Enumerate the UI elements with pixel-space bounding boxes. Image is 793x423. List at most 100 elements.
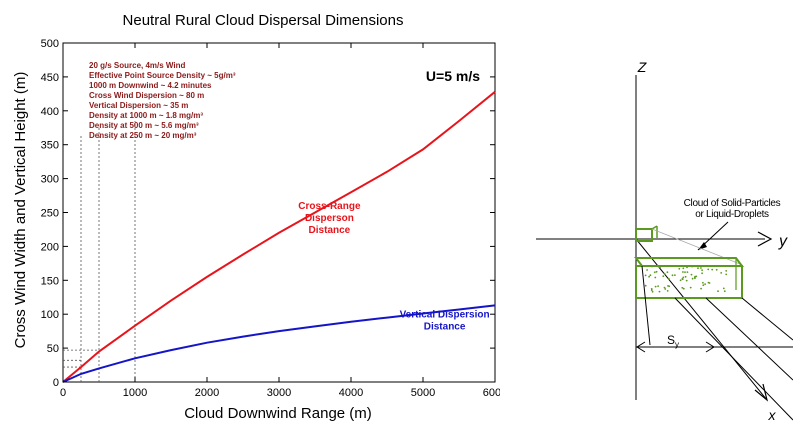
particle-dot [667,277,670,280]
y-tick-label: 200 [41,241,59,253]
annotation-line: Density at 500 m ~ 5.6 mg/m³ [89,121,199,130]
y-axis-glyph: y [778,233,788,250]
y-axis-arrow [757,231,773,247]
cloud-box-front [635,265,743,299]
particle-dot [701,269,703,271]
particle-dot [663,286,666,289]
cloud-diagram: Z y x Cloud of Solid-Particles or Liquid… [536,59,793,423]
particle-dot [681,278,684,280]
annotation-line: 1000 m Downwind ~ 4.2 minutes [89,81,212,90]
series-label-1: Distance [424,322,466,333]
particle-dot [690,273,693,276]
particle-dot [682,267,685,270]
sy-label: Sy [667,333,679,349]
particle-dot [651,265,653,268]
particle-dot [700,267,702,269]
perspective-line-4 [705,297,793,381]
particle-dot [686,266,688,269]
y-tick-label: 500 [41,38,59,50]
x-tick-label: 5000 [411,387,435,399]
series-line-1 [62,304,496,383]
annotation-line: Effective Point Source Density ~ 5g/m³ [89,71,236,80]
particle-dot [702,284,705,287]
particle-dot [695,275,698,278]
y-tick-label: 350 [41,140,59,152]
source-box [635,228,653,242]
particle-dot [644,274,647,277]
particle-dot [653,271,656,274]
cloud-label-line-1: Cloud of Solid-Particles [684,198,781,209]
x-axis-label: Cloud Downwind Range (m) [184,405,372,422]
x-tick-label: 1000 [123,387,147,399]
particle-dot [722,287,725,290]
particle-dot [717,290,719,293]
particle-dot [682,271,684,273]
y-tick-label: 0 [53,377,59,389]
z-axis-label: Z [637,59,647,75]
annotation-line: Cross Wind Dispersion ~ 80 m [89,91,204,100]
particle-dot [662,275,665,278]
perspective-line-3 [674,297,793,421]
particle-dot [679,279,682,282]
y-axis-label: Cross Wind Width and Vertical Height (m) [12,72,29,349]
particle-dot [701,272,703,275]
series-label-0: Distance [309,225,351,236]
particle-dot [691,277,694,280]
particle-dot [658,290,661,293]
particle-dot [654,276,657,279]
particle-dot [685,279,688,282]
particle-dot [666,271,669,274]
series-line-0 [62,91,496,383]
particle-dot [691,265,693,268]
x-axis-glyph: x [768,407,777,423]
x-tick-label: 2000 [195,387,219,399]
y-tick-label: 250 [41,208,59,220]
particle-dot [646,269,648,271]
particle-dot [686,271,689,273]
annotation-line: Vertical Dispersion ~ 35 m [89,101,188,110]
series-layer [62,91,496,383]
particle-dot [725,270,728,272]
particle-dot [666,290,669,292]
x-tick-label: 4000 [339,387,363,399]
y-tick-label: 300 [41,174,59,186]
dispersion-chart: Neutral Rural Cloud Dispersal Dimensions… [12,12,500,422]
particle-dot [674,274,676,276]
reference-lines [63,120,136,382]
particle-dot [657,285,659,287]
particle-dot [649,274,652,277]
particle-dot [654,285,657,288]
particle-dot [682,287,685,290]
y-tick-label: 450 [41,72,59,84]
source-box-depth [651,225,658,230]
annotation-line: Density at 1000 m ~ 1.8 mg/m³ [89,111,203,120]
y-tick-label: 50 [47,343,59,355]
particle-dot [697,267,699,270]
particle-dot [678,267,681,270]
particle-dot [658,265,660,267]
particle-dot [711,268,714,271]
cloud-particles [644,265,728,293]
particle-dot [684,275,687,278]
particle-dot [667,285,669,287]
particle-dot [707,281,710,284]
chart-title: Neutral Rural Cloud Dispersal Dimensions [123,12,404,29]
particle-dot [707,268,710,271]
perspective-line-1 [641,265,651,346]
perspective-line-2 [741,297,793,341]
series-label-0: Cross-Range [298,201,361,212]
particle-dot [723,290,726,293]
sy-arrow-right [705,341,715,353]
particle-dot [644,284,647,287]
x-tick-label: 0 [60,387,66,399]
wind-speed-label: U=5 m/s [426,68,480,84]
particle-dot [664,288,667,290]
particle-dot [681,286,684,289]
y-tick-label: 100 [41,309,59,321]
y-tick-label: 400 [41,106,59,118]
particle-dot [650,289,653,291]
particle-dot [720,272,723,274]
